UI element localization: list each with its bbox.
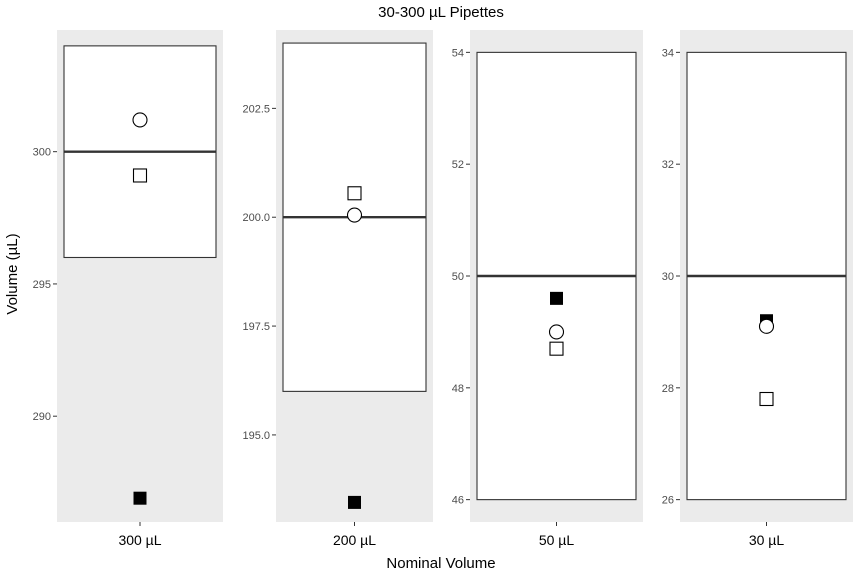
data-point-circle-open [758, 318, 775, 334]
y-tick-label: 202.5 [242, 103, 270, 115]
y-axis-title: Volume (µL) [4, 233, 21, 314]
x-category-label: 50 µL [539, 532, 575, 548]
x-category-label: 200 µL [333, 532, 376, 548]
data-point-square-open [347, 186, 362, 201]
y-tick-label: 26 [662, 495, 674, 507]
y-tick-label: 46 [452, 495, 464, 507]
y-tick-label: 32 [662, 159, 674, 171]
y-tick-label: 54 [452, 47, 464, 59]
y-tick-label: 197.5 [242, 321, 270, 333]
x-category-label: 300 µL [118, 532, 161, 548]
data-point-square-open [132, 168, 148, 183]
y-tick-label: 290 [33, 411, 51, 423]
data-point-square-open [759, 391, 774, 407]
x-axis-title: Nominal Volume [386, 555, 495, 572]
y-tick-label: 295 [33, 279, 51, 291]
data-point-square-filled [133, 491, 147, 505]
y-tick-label: 48 [452, 383, 464, 395]
facet-panels: 290 295 300 300 µL 195.0 197.5 200.0 202.5 200 µ… [33, 30, 853, 548]
facet-panel-2: 195.0 197.5 200.0 202.5 200 µL [242, 30, 433, 548]
data-point-circle-open [132, 112, 148, 128]
y-tick-label: 52 [452, 159, 464, 171]
data-point-square-filled [348, 495, 361, 509]
data-point-square-filled [550, 291, 563, 305]
y-tick-label: 300 [33, 147, 51, 159]
x-category-label: 30 µL [749, 532, 785, 548]
chart-title: 30-300 µL Pipettes [378, 4, 504, 21]
facet-panel-3: 46 48 50 52 54 50 µL [452, 30, 643, 548]
facet-panel-1: 290 295 300 300 µL [33, 30, 223, 548]
data-point-square-open [549, 341, 564, 356]
facet-panel-4: 26 28 30 32 34 30 µL [662, 30, 853, 548]
y-tick-label: 30 [662, 271, 674, 283]
y-tick-label: 28 [662, 383, 674, 395]
y-tick-label: 200.0 [242, 212, 270, 224]
data-point-circle-open [548, 324, 565, 340]
data-point-circle-open [346, 207, 363, 223]
y-tick-label: 195.0 [242, 430, 270, 442]
y-tick-label: 50 [452, 271, 464, 283]
y-tick-label: 34 [662, 47, 674, 59]
